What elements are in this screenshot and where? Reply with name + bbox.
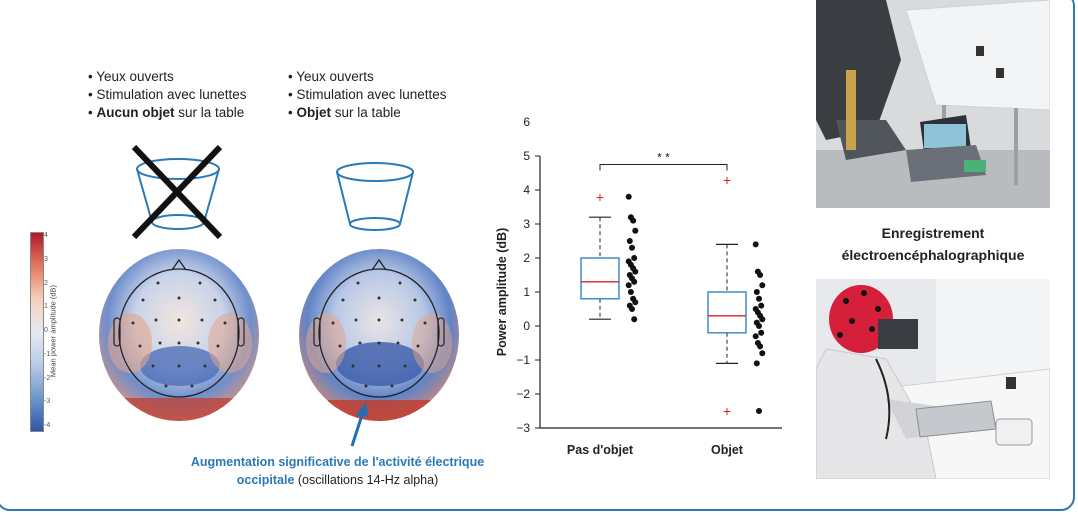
colorbar-label: Mean power amplitude (dB) xyxy=(48,284,58,378)
colorbar-tick: 4 xyxy=(44,232,48,239)
data-point xyxy=(756,295,762,302)
data-point xyxy=(758,329,765,336)
data-point xyxy=(631,278,638,285)
outlier-marker: + xyxy=(723,172,731,188)
data-point xyxy=(625,193,632,200)
colorbar-tick: 2 xyxy=(44,279,48,287)
arrow-up-icon xyxy=(350,402,368,447)
y-tick-label: 5 xyxy=(523,149,530,163)
y-tick-label: 4 xyxy=(523,183,530,197)
data-point xyxy=(631,316,638,323)
condition-object-item-2: • Stimulation avec lunettes xyxy=(288,87,447,102)
condition-no-object-item-3: • Aucun objet sur la table xyxy=(88,105,245,120)
condition-object-item-1: • Yeux ouverts xyxy=(288,69,374,84)
data-point xyxy=(756,408,762,414)
topomap-object xyxy=(299,249,459,421)
data-point xyxy=(625,282,632,289)
colorbar-tick: -3 xyxy=(44,398,51,406)
annotation-highlight: Augmentation significative de l'activité… xyxy=(190,455,485,487)
x-tick-label: Pas d'objet xyxy=(567,443,634,457)
crossed-cup-icon xyxy=(131,145,223,240)
photo-eeg-recording xyxy=(816,279,1050,479)
condition-object-bold: Objet xyxy=(296,105,331,120)
significance-bracket xyxy=(599,164,728,171)
box xyxy=(580,257,620,300)
y-tick-label: −1 xyxy=(516,353,530,367)
data-point xyxy=(629,306,635,312)
colorbar-tick: 1 xyxy=(44,303,48,311)
y-axis-label: Power amplitude (dB) xyxy=(495,228,509,356)
condition-no-object-list: • Yeux ouverts • Stimulation avec lunett… xyxy=(88,68,247,122)
y-tick-label: 3 xyxy=(523,217,530,231)
data-point xyxy=(629,244,635,251)
colorbar-tick: -1 xyxy=(44,350,51,358)
condition-no-object-item-2: • Stimulation avec lunettes xyxy=(88,87,247,102)
data-point xyxy=(630,217,637,224)
y-tick-label: 6 xyxy=(523,115,530,129)
data-point xyxy=(632,227,639,234)
data-point xyxy=(759,316,766,323)
occipital-annotation: Augmentation significative de l'activité… xyxy=(165,453,510,489)
data-point xyxy=(631,255,638,261)
cup-icon xyxy=(336,162,414,231)
condition-no-object-bold: Aucun objet xyxy=(96,105,175,120)
y-tick-label: 2 xyxy=(523,251,530,265)
data-point xyxy=(757,272,764,278)
data-point xyxy=(756,323,762,329)
box xyxy=(707,291,747,334)
boxplot-chart: −3 −2 −1 0 1 2 3 4 5 6 Power amplitude (dB) + Pas d'… xyxy=(495,115,782,457)
data-point xyxy=(753,360,760,367)
outlier-marker: + xyxy=(723,403,731,419)
data-point xyxy=(753,289,760,295)
x-tick-label: Objet xyxy=(711,443,744,457)
photo-caption-line-1: Enregistrement xyxy=(881,225,985,241)
colorbar-tick: -2 xyxy=(44,374,51,382)
colorbar xyxy=(30,232,44,432)
outlier-marker: + xyxy=(596,189,604,205)
data-point xyxy=(752,241,759,248)
data-point xyxy=(759,350,766,357)
colorbar-tick: -4 xyxy=(44,422,51,429)
condition-object-item-3: • Objet sur la table xyxy=(288,105,401,120)
annotation-rest: (oscillations 14-Hz alpha) xyxy=(294,473,439,487)
significance-label: * * xyxy=(657,151,670,165)
data-point xyxy=(752,333,759,340)
data-point xyxy=(757,343,764,350)
data-point xyxy=(632,268,639,275)
photo-caption: Enregistrement électroencéphalographique xyxy=(816,222,1050,266)
condition-no-object-item-1: • Yeux ouverts xyxy=(88,69,174,84)
y-tick-label: 1 xyxy=(523,285,530,299)
data-point xyxy=(626,238,633,244)
data-point xyxy=(632,299,639,306)
y-tick-label: 0 xyxy=(523,319,530,333)
colorbar-tick: 3 xyxy=(44,255,48,263)
data-point xyxy=(758,302,765,309)
data-point xyxy=(627,289,634,295)
photo-participant-table xyxy=(816,0,1050,208)
colorbar-tick: 0 xyxy=(44,327,48,334)
y-tick-label: −2 xyxy=(516,387,530,401)
photo-caption-line-2: électroencéphalographique xyxy=(841,247,1025,263)
y-tick-label: −3 xyxy=(516,421,530,435)
data-point xyxy=(759,282,766,289)
condition-object-list: • Yeux ouverts • Stimulation avec lunett… xyxy=(288,68,447,122)
topomap-no-object xyxy=(99,249,259,421)
